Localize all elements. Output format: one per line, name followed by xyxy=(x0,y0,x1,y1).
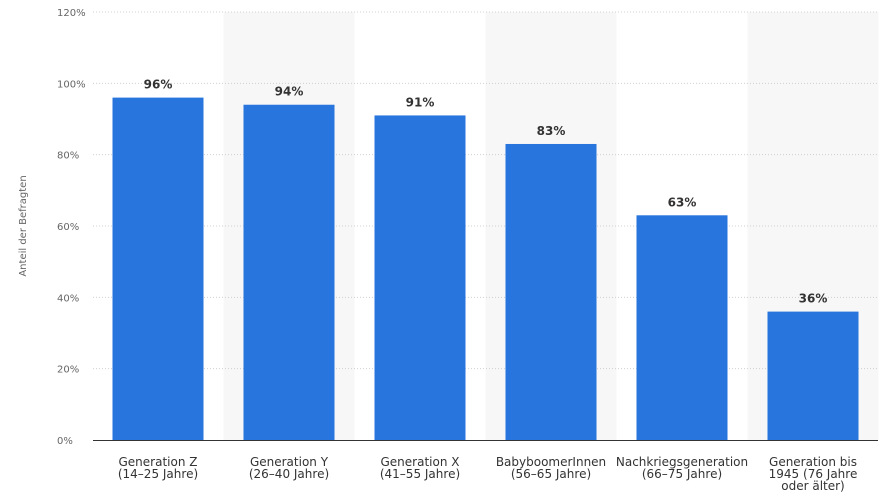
x-category-label: Generation Z (14–25 Jahre) xyxy=(118,455,198,481)
bar-value-label: 96% xyxy=(144,78,173,92)
x-category-label: Generation X (41–55 Jahre) xyxy=(380,455,460,481)
bars xyxy=(112,97,859,440)
x-category-label: Generation bis 1945 (76 Jahre oder älter) xyxy=(769,455,858,493)
y-axis-ticks: 0% 20% 40% 60% 80% 100% 120% xyxy=(57,8,86,447)
x-category-label: BabyboomerInnen (56–65 Jahre) xyxy=(496,455,606,481)
bar-value-label: 91% xyxy=(406,95,435,109)
y-tick-label: 100% xyxy=(57,79,86,90)
y-tick-label: 20% xyxy=(57,365,79,376)
bar[interactable] xyxy=(374,115,466,440)
x-category-label: Nachkriegsgeneration (66–75 Jahre) xyxy=(616,455,748,481)
bar[interactable] xyxy=(636,215,728,440)
y-tick-label: 0% xyxy=(57,436,73,447)
bar-value-label: 94% xyxy=(275,85,304,99)
bar[interactable] xyxy=(243,104,335,440)
y-axis-title: Anteil der Befragten xyxy=(18,175,29,276)
bar-value-label: 36% xyxy=(799,292,828,306)
y-tick-label: 40% xyxy=(57,293,79,304)
y-tick-label: 80% xyxy=(57,151,79,162)
gridlines xyxy=(93,11,878,370)
x-category-label: Generation Y (26–40 Jahre) xyxy=(249,455,329,481)
y-tick-label: 60% xyxy=(57,222,79,233)
bar[interactable] xyxy=(767,311,859,440)
bar[interactable] xyxy=(505,143,597,440)
y-tick-label: 120% xyxy=(57,8,86,19)
bar-value-label: 63% xyxy=(668,195,697,209)
bar-value-label: 83% xyxy=(537,124,566,138)
value-labels: 96% 94% 91% 83% 63% 36% xyxy=(144,78,828,306)
bar[interactable] xyxy=(112,97,204,440)
x-axis-labels: Generation Z (14–25 Jahre) Generation Y (26… xyxy=(118,455,857,493)
